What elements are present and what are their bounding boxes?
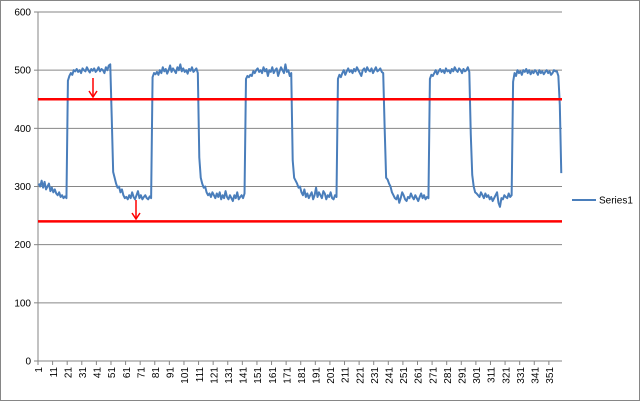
x-tick-label: 321: [501, 367, 512, 384]
x-tick-label: 171: [282, 367, 293, 384]
x-tick-label: 251: [399, 367, 410, 384]
x-tick-label: 121: [209, 367, 220, 384]
x-tick-label: 281: [443, 367, 454, 384]
x-tick-label: 221: [355, 367, 366, 384]
x-tick-label: 131: [224, 367, 235, 384]
legend-label: Series1: [599, 196, 633, 207]
x-tick-label: 21: [63, 367, 74, 379]
x-tick-label: 141: [239, 367, 250, 384]
x-tick-label: 191: [312, 367, 323, 384]
x-tick-label: 71: [136, 367, 147, 379]
x-tick-label: 341: [530, 367, 541, 384]
x-tick-label: 61: [122, 367, 133, 379]
x-tick-label: 11: [49, 367, 60, 378]
arrow-head: [131, 212, 141, 221]
x-tick-label: 331: [516, 367, 527, 384]
x-tick-label: 231: [370, 367, 381, 384]
y-tick-label: 0: [25, 357, 31, 368]
x-tick-label: 311: [487, 367, 498, 383]
x-tick-label: 151: [253, 367, 264, 384]
x-tick-label: 91: [166, 367, 177, 379]
series-line: [37, 63, 563, 208]
y-tick-label: 200: [14, 240, 31, 251]
y-tick-label: 600: [14, 8, 31, 19]
x-tick-label: 301: [472, 367, 483, 384]
x-tick-label: 51: [107, 367, 118, 379]
x-tick-label: 111: [195, 367, 206, 383]
x-tick-label: 271: [428, 367, 439, 384]
x-tick-label: 261: [414, 367, 425, 384]
y-tick-label: 400: [14, 124, 31, 135]
x-tick-label: 291: [458, 367, 469, 384]
x-tick-label: 161: [268, 367, 279, 384]
x-tick-label: 31: [78, 367, 89, 379]
arrow-head: [88, 90, 98, 99]
x-tick-label: 211: [341, 367, 352, 383]
x-tick-label: 351: [545, 367, 556, 384]
x-tick-label: 1: [34, 367, 45, 373]
x-tick-label: 241: [385, 367, 396, 384]
arrows: [88, 78, 141, 221]
x-tick-label: 201: [326, 367, 337, 384]
x-tick-label: 81: [151, 367, 162, 379]
y-tick-label: 500: [14, 66, 31, 77]
x-tick-label: 41: [93, 367, 104, 379]
x-tick-label: 101: [180, 367, 191, 384]
y-tick-label: 100: [14, 298, 31, 309]
x-tick-label: 181: [297, 367, 308, 384]
y-tick-label: 300: [14, 182, 31, 193]
